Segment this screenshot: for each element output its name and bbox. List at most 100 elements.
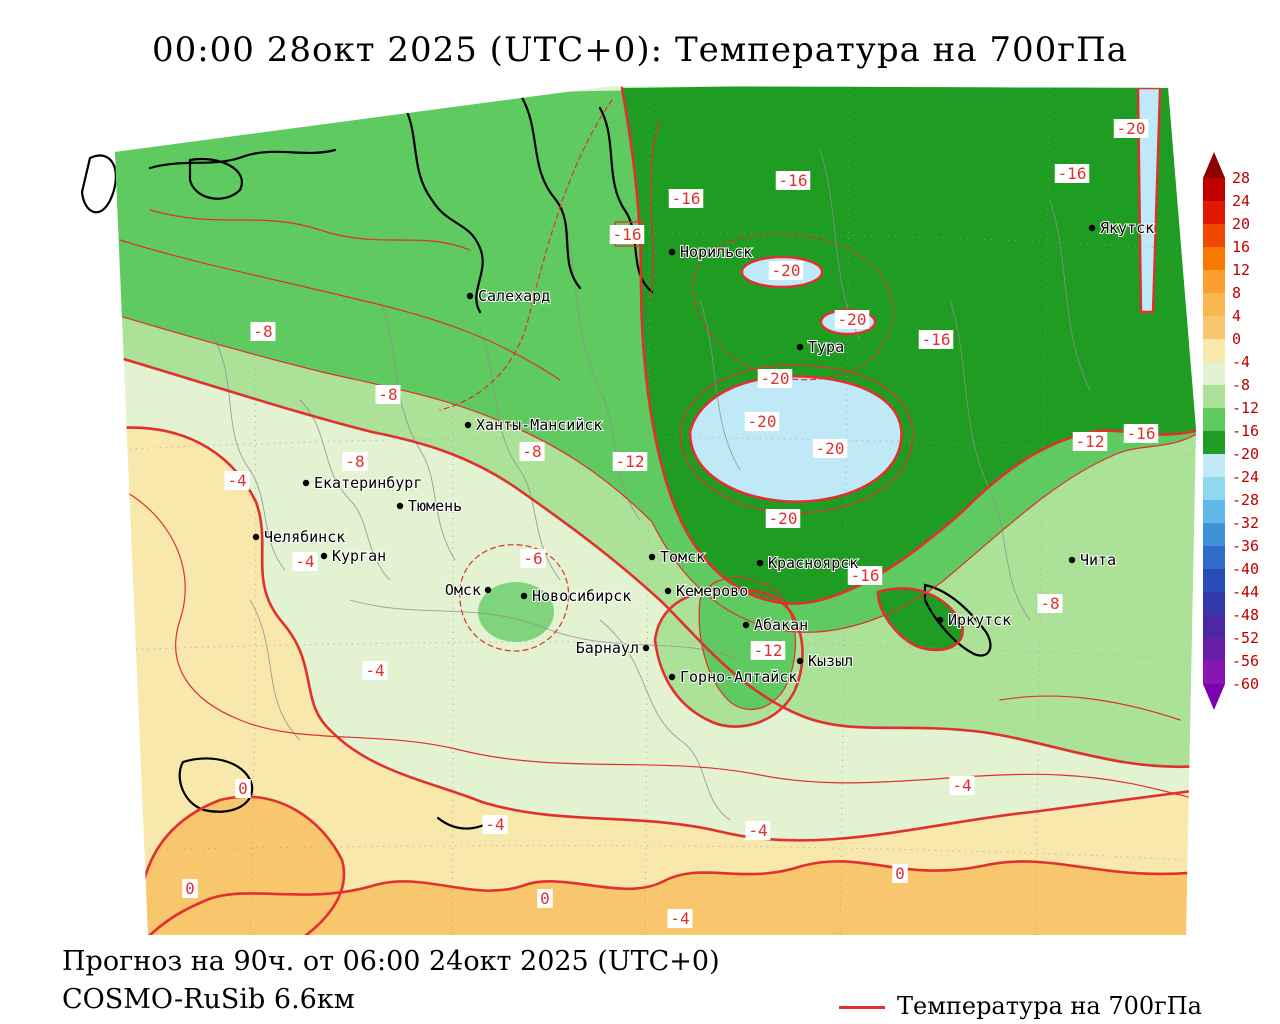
contour-label: -4 (227, 471, 246, 490)
contour-label-chip (362, 661, 388, 680)
city-dot (936, 616, 944, 624)
city-label: Курган (332, 547, 386, 565)
city-markers: Норильск Салехард Тура Якутск Ханты-Мансийск… (252, 218, 1155, 687)
contour-label-chip (668, 189, 704, 208)
contour-label: -16 (779, 171, 808, 190)
colorbar-cell (1203, 477, 1225, 500)
contour-label: 0 (895, 864, 905, 883)
colorbar-cell (1203, 500, 1225, 523)
contour-label: -16 (851, 566, 880, 585)
contour-label-chip (775, 171, 811, 190)
colorbar-cell (1203, 178, 1225, 201)
contour-label-chip (745, 821, 771, 840)
model-name: COSMO-RuSib 6.6км (62, 984, 355, 1015)
contour-label-chip (667, 909, 693, 928)
legend-label: Температура на 700гПа (896, 992, 1202, 1020)
colorbar-tick: -60 (1232, 675, 1259, 693)
city-label: Чита (1080, 551, 1116, 569)
cold-patch-novosibirsk (478, 582, 554, 642)
city-dot (796, 657, 804, 665)
city-label: Якутск (1100, 219, 1154, 237)
city-label: Екатеринбург (314, 474, 422, 492)
colorbar-tick: 24 (1232, 192, 1250, 210)
contour-label: 0 (238, 779, 248, 798)
city-label: Ханты-Мансийск (476, 416, 602, 434)
contour-minus8 (115, 350, 1196, 769)
colorbar-cell (1203, 454, 1225, 477)
contour-minor-se (999, 695, 1181, 721)
colorbar-tick: 28 (1232, 169, 1250, 187)
contour-label: -12 (616, 452, 645, 471)
colorbar-tick: -16 (1232, 422, 1259, 440)
contour-label: -12 (754, 641, 783, 660)
contour-label: -4 (485, 815, 504, 834)
colorbar-cell (1203, 201, 1225, 224)
colorbar-tick: -4 (1232, 353, 1250, 371)
colorbar-tick: -40 (1232, 560, 1259, 578)
colorbar-cell (1203, 293, 1225, 316)
contour-zero-blob (137, 795, 346, 935)
taz-estuary-coastline (598, 106, 654, 294)
contour-value-labels: -20 -16 -16 -16 -16 -20 -20 -16 -20 -20 -20 -16 -12 -… (182, 119, 1159, 928)
contour-label-chip (235, 779, 251, 798)
city-dot (796, 343, 804, 351)
city-label: Кызыл (808, 652, 853, 670)
colorbar-tick: -52 (1232, 629, 1259, 647)
colorbar-tick: 12 (1232, 261, 1250, 279)
colorbar-tick: -36 (1232, 537, 1259, 555)
colorbar-cell (1203, 592, 1225, 615)
contour-label: -16 (613, 225, 642, 244)
band-0-plus4 (115, 861, 1196, 935)
city-label: Абакан (754, 616, 808, 634)
city-label: Омск (445, 581, 481, 599)
city-dot (668, 673, 676, 681)
colorbar-tick: -56 (1232, 652, 1259, 670)
contour-label-chip (744, 412, 780, 431)
city-label: Тюмень (408, 497, 462, 515)
island-coastline (80, 154, 117, 214)
city-label: Тура (808, 338, 844, 356)
band-minus16-minus20-finger (878, 588, 963, 650)
colorbar-cell (1203, 270, 1225, 293)
contour-label: -16 (1127, 424, 1156, 443)
contour-label-chip (182, 879, 198, 898)
colorbar-cell (1203, 385, 1225, 408)
contour-minus6 (459, 544, 570, 652)
contour-label: -8 (378, 385, 397, 404)
colorbar-tick: -24 (1232, 468, 1259, 486)
contour-label: -20 (769, 509, 798, 528)
contour-label: -20 (838, 310, 867, 329)
colorbar-cell (1203, 569, 1225, 592)
city-label: Новосибирск (532, 587, 631, 605)
contour-label: -20 (772, 261, 801, 280)
city-label: Челябинск (264, 528, 345, 546)
city-dot (664, 587, 672, 595)
colorbar-cell (1203, 224, 1225, 247)
contour-label: -20 (1117, 119, 1146, 138)
contour-label-chip (1054, 164, 1090, 183)
city-dot (756, 559, 764, 567)
contour-label: -4 (365, 661, 384, 680)
contour-label-chip (768, 261, 804, 280)
colorbar-tick: 4 (1232, 307, 1241, 325)
contour-minor-nw (149, 209, 471, 251)
city-dot (396, 502, 404, 510)
admin-boundaries (209, 149, 1091, 821)
contour-minus20-patch (740, 255, 824, 289)
temperature-colorbar: 28 24 20 16 12 8 4 0 -4 -8 -12 -16 -20 -24 -28 -32 -36 -4… (1203, 152, 1259, 710)
city-dot (252, 533, 260, 541)
contour-label: -4 (670, 909, 689, 928)
colorbar-tick: -48 (1232, 606, 1259, 624)
colorbar-tick: 8 (1232, 284, 1241, 302)
gulf-coastline (518, 92, 582, 290)
contour-minus20-core (688, 374, 903, 503)
colorbar-tick: 20 (1232, 215, 1250, 233)
contour-minus18 (692, 233, 894, 381)
city-dot (648, 553, 656, 561)
colorbar-tick: -8 (1232, 376, 1250, 394)
contour-label-chip (482, 815, 508, 834)
map-legend: Температура на 700гПа (838, 992, 1202, 1020)
city-label: Норильск (680, 243, 752, 261)
colorbar-tick: -28 (1232, 491, 1259, 509)
